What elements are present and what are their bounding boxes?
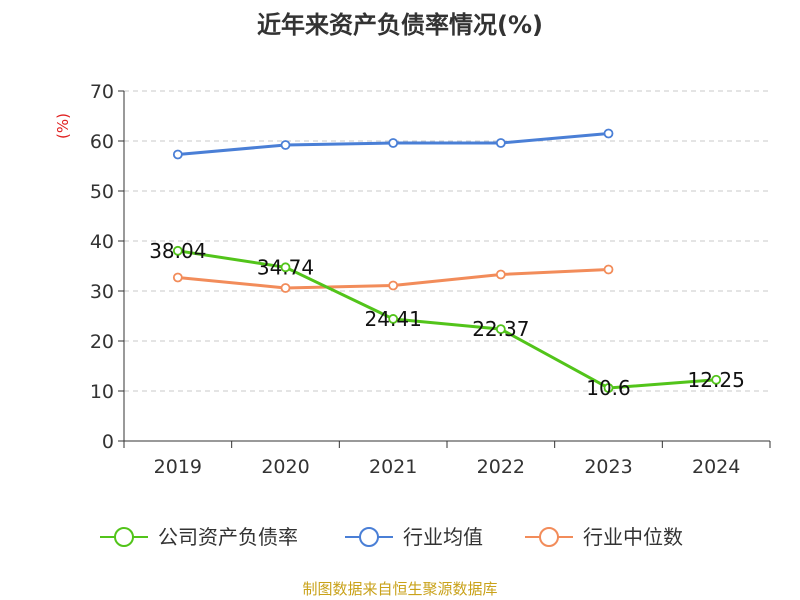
legend-marker-0	[114, 527, 134, 547]
data-label-2020: 34.74	[257, 255, 314, 279]
data-labels-layer: 38.04 34.74 24.41 22.37 10.6 12.25	[149, 239, 745, 400]
y-tick-label-60: 60	[90, 131, 114, 153]
source-note: 制图数据来自恒生聚源数据库	[302, 580, 497, 598]
data-point-s2-2023	[603, 264, 614, 275]
data-point-s2-2019	[172, 272, 183, 283]
x-tick-label-2024: 2024	[692, 456, 740, 478]
legend-marker-1	[359, 527, 379, 547]
y-axis-label: (%)	[54, 113, 72, 139]
y-tick-label-0: 0	[102, 431, 114, 453]
data-point-s1-2022	[495, 138, 506, 148]
legend-label-2: 行业中位数	[583, 525, 683, 549]
data-label-2019: 38.04	[149, 239, 206, 263]
data-label-2023: 10.6	[586, 376, 631, 400]
chart-title: 近年来资产负债率情况(%)	[257, 11, 543, 39]
data-label-2022: 22.37	[472, 317, 529, 341]
data-point-s0-2023	[603, 383, 614, 393]
legend-label-0: 公司资产负债率	[158, 525, 298, 549]
x-tick-label-2019: 2019	[154, 456, 202, 478]
axes: 0 10 20 30 40 50 60 70 2019 2020 2021 2022 2023 2024	[90, 81, 771, 478]
data-label-2021: 24.41	[365, 307, 422, 331]
data-point-s1-2020	[280, 140, 291, 150]
y-tick-label-50: 50	[90, 181, 114, 203]
data-point-s0-2020	[280, 262, 291, 273]
legend-label-1: 行业均值	[403, 525, 483, 549]
data-point-s0-2022	[495, 324, 506, 335]
y-tick-label-20: 20	[90, 331, 114, 353]
data-point-s1-2021	[388, 138, 399, 148]
data-point-s0-2024	[711, 374, 722, 385]
x-tick-label-2020: 2020	[261, 456, 309, 478]
data-point-s2-2021	[388, 280, 399, 291]
data-point-s0-2021	[388, 314, 399, 324]
legend-marker-2	[539, 527, 559, 547]
data-point-s0-2019	[172, 245, 183, 256]
y-tick-label-30: 30	[90, 281, 114, 303]
x-tick-label-2022: 2022	[477, 456, 525, 478]
grid-lines	[124, 90, 770, 392]
series-layer	[172, 128, 722, 393]
data-point-s2-2022	[495, 269, 506, 280]
y-tick-label-70: 70	[90, 81, 114, 103]
data-point-s1-2023	[603, 128, 614, 139]
series-line-0	[177, 249, 717, 390]
y-tick-label-40: 40	[90, 231, 114, 253]
y-tick-label-10: 10	[90, 381, 114, 403]
data-point-s1-2019	[172, 149, 183, 160]
x-tick-label-2021: 2021	[369, 456, 417, 478]
data-label-2024: 12.25	[688, 368, 745, 392]
legend: 公司资产负债率 行业均值 行业中位数	[100, 525, 683, 549]
data-point-s2-2020	[280, 283, 291, 293]
x-tick-label-2023: 2023	[584, 456, 632, 478]
